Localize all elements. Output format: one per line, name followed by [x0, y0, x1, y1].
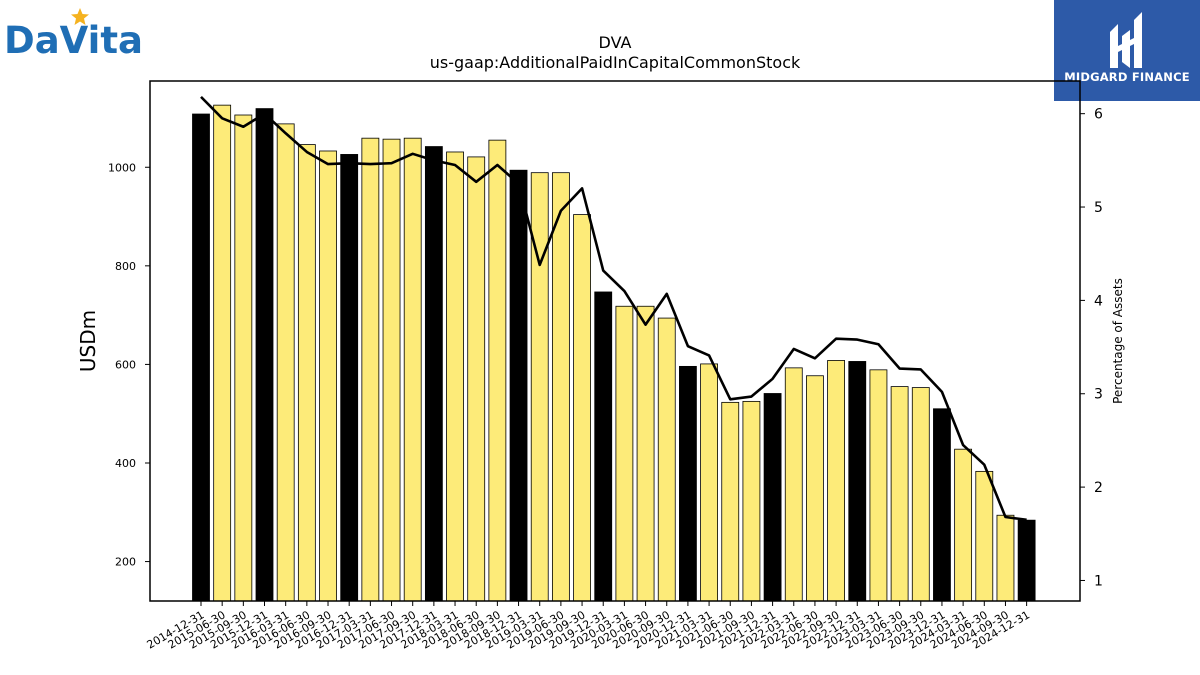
y2-tick-label: 5	[1094, 200, 1103, 216]
bar-2023-12-31	[933, 408, 951, 602]
midgard-logo-text: MIDGARD FINANCE	[1064, 70, 1190, 84]
bar-2015-06-30	[213, 104, 232, 602]
bar-2017-03-31	[361, 137, 380, 602]
y2-tick-label: 2	[1094, 480, 1103, 496]
bar-2016-03-31	[276, 123, 295, 602]
bar-2015-12-31	[255, 108, 274, 602]
right-y-axis: 1 2 3 4 5 6	[1080, 107, 1103, 589]
bar-2018-12-31	[509, 169, 528, 602]
bar-2016-09-30	[319, 150, 337, 602]
y2-tick-label: 6	[1094, 107, 1103, 123]
y-tick-label: 600	[115, 358, 136, 371]
bar-2023-03-31	[869, 369, 888, 602]
bar-2021-06-30	[721, 401, 740, 602]
bar-2016-06-30	[297, 144, 316, 602]
y2-axis-label: Percentage of Assets	[1111, 278, 1125, 404]
bar-2020-09-30	[657, 317, 676, 602]
y-tick-label: 800	[115, 260, 136, 273]
bar-2024-06-30	[975, 470, 994, 602]
bar-2021-12-31	[763, 393, 782, 602]
bar-2019-06-30	[551, 172, 570, 602]
davita-logo: DaVita	[4, 8, 143, 60]
bar-2021-03-31	[700, 363, 718, 602]
bar-2022-03-31	[784, 367, 803, 602]
chart-title: DVA	[599, 33, 632, 52]
bar-2018-09-30	[488, 139, 507, 602]
y-tick-label: 200	[115, 556, 136, 569]
bar-2021-09-30	[742, 400, 761, 602]
midgard-logo-icon	[1110, 12, 1142, 68]
bars-layer	[192, 104, 1036, 602]
y2-tick-label: 3	[1094, 387, 1103, 403]
bar-2024-09-30	[996, 514, 1015, 602]
bar-2016-12-31	[340, 154, 359, 602]
star-icon	[71, 8, 89, 25]
line-layer	[200, 95, 1027, 522]
bar-2020-12-31	[679, 365, 697, 602]
chart-subtitle: us-gaap:AdditionalPaidInCapitalCommonSto…	[430, 53, 801, 72]
y-axis-label: USDm	[76, 310, 100, 372]
bar-2024-03-31	[954, 448, 973, 602]
y2-tick-label: 4	[1094, 293, 1103, 309]
bar-2014-12-31	[192, 113, 210, 602]
davita-logo-text: DaVita	[4, 19, 143, 60]
midgard-finance-logo: MIDGARD FINANCE	[1054, 0, 1200, 101]
bar-2023-09-30	[911, 387, 930, 602]
percentage-of-assets-line	[200, 95, 1027, 522]
y-tick-label: 1000	[108, 161, 136, 174]
bar-2023-06-30	[890, 386, 909, 602]
left-y-axis: 200 400 600 800 1000	[108, 161, 150, 569]
bar-2017-12-31	[424, 146, 443, 602]
bar-2017-06-30	[382, 138, 401, 602]
plot-frame	[149, 80, 1081, 602]
bar-2022-06-30	[806, 375, 824, 602]
bar-2019-09-30	[573, 214, 591, 602]
x-axis: 2014-12-312015-06-302015-09-302015-12-31…	[145, 601, 1032, 652]
bar-2019-12-31	[594, 291, 613, 602]
bar-2018-03-31	[446, 151, 464, 602]
bar-2019-03-31	[530, 172, 549, 602]
bar-2024-12-31	[1017, 519, 1036, 602]
bar-2020-06-30	[636, 305, 655, 602]
bar-2017-09-30	[403, 137, 422, 602]
bar-2020-03-31	[615, 305, 634, 602]
bar-2022-12-31	[848, 361, 867, 602]
y-tick-label: 400	[115, 457, 136, 470]
bar-2022-09-30	[827, 360, 845, 602]
bar-2015-09-30	[234, 114, 253, 602]
y2-tick-label: 1	[1094, 573, 1103, 589]
bar-2018-06-30	[467, 156, 486, 602]
